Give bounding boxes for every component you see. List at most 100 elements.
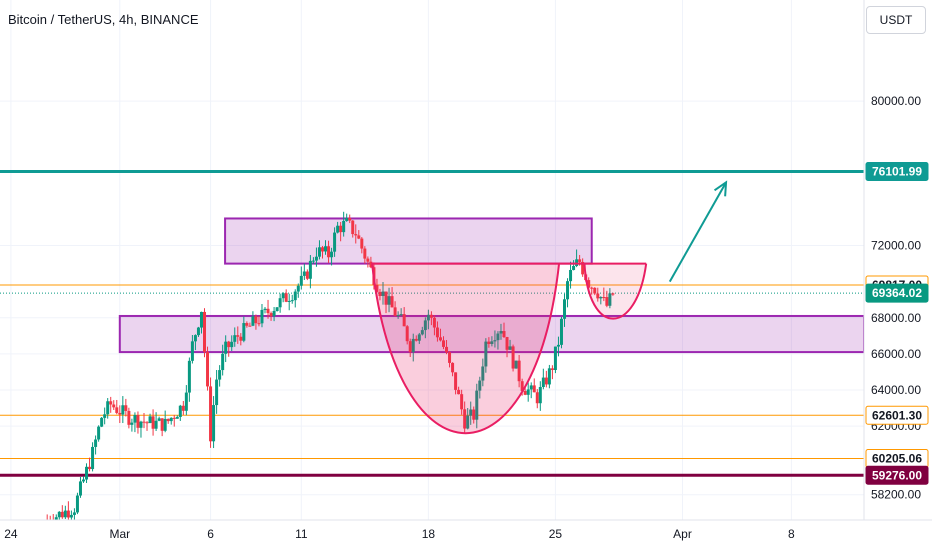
candle-body [547, 368, 551, 385]
candle [136, 411, 140, 434]
target-arrow [668, 180, 728, 283]
candle-body [63, 510, 67, 518]
candle-body [281, 293, 285, 299]
candle [215, 369, 219, 414]
candle-body [572, 265, 576, 270]
candle [100, 416, 104, 428]
candle-body [481, 366, 485, 381]
candle-body [381, 291, 385, 296]
candle [127, 407, 131, 429]
candle-body [514, 360, 518, 369]
candle-body [139, 421, 143, 428]
time-axis[interactable]: 24 Mar 6 11 18 25 Apr 8 [4, 527, 795, 541]
candle-body [475, 390, 479, 420]
price-tick-label: 66000.00 [871, 347, 921, 361]
candle-body [293, 291, 297, 301]
time-tick-label: Mar [109, 527, 130, 541]
candle-body [308, 260, 312, 279]
candle [163, 410, 167, 433]
candle [302, 263, 306, 280]
candle [360, 237, 364, 254]
resistance-zone-1 [224, 217, 593, 265]
candle [333, 227, 337, 257]
candle [317, 240, 321, 260]
candle [435, 321, 439, 342]
candle [206, 346, 210, 391]
candle [157, 416, 161, 422]
candle-body [172, 417, 176, 419]
candle-body [596, 293, 600, 299]
time-tick-label: 8 [788, 527, 795, 541]
candle [363, 246, 367, 264]
candle [78, 476, 82, 498]
time-tick-label: 24 [4, 527, 18, 541]
candle-body [284, 293, 288, 302]
candle [193, 334, 197, 351]
candle [475, 383, 479, 429]
candle [109, 396, 113, 413]
candle [348, 214, 352, 224]
candle [511, 344, 515, 372]
candle-body [224, 341, 228, 354]
candle-body [602, 297, 606, 299]
candle-body [345, 217, 349, 221]
candle [441, 336, 445, 350]
candle-body [72, 512, 76, 515]
candle [233, 327, 237, 347]
candle-body [553, 346, 557, 370]
cup-shape [370, 262, 561, 434]
candle [118, 405, 122, 424]
candle-body [354, 234, 358, 236]
candle-body [299, 275, 303, 286]
candle [469, 401, 473, 425]
candle [269, 311, 273, 321]
candle-body [454, 372, 458, 390]
candle-body [266, 308, 270, 314]
candle-body [556, 344, 560, 347]
candle [454, 372, 458, 395]
candle-body [133, 415, 137, 423]
candle-body [517, 360, 521, 382]
candle [75, 492, 79, 515]
candle [590, 286, 594, 295]
candle-body [317, 247, 321, 257]
candle-body [493, 340, 497, 342]
candle-body [432, 317, 436, 328]
candle [151, 409, 155, 436]
candle [251, 311, 255, 327]
candle [457, 386, 461, 395]
handle-shape [583, 263, 648, 320]
candle-body [257, 323, 261, 325]
price-badge: 60205.06 [865, 449, 929, 469]
candle-body [88, 466, 92, 470]
candle [387, 287, 391, 313]
candle-body [178, 405, 182, 417]
candle-body [587, 280, 591, 288]
candle-body [348, 217, 352, 221]
candle [448, 351, 452, 368]
candle [478, 376, 482, 399]
candle-body [121, 405, 125, 415]
candle-body [435, 327, 439, 338]
candle [369, 256, 373, 269]
candle [308, 255, 312, 289]
candle [342, 211, 346, 237]
candle [72, 508, 76, 521]
candle-body [581, 261, 585, 275]
candle-body [66, 510, 70, 518]
candle-body [405, 326, 409, 342]
candle [178, 404, 182, 421]
currency-button[interactable]: USDT [866, 6, 926, 34]
price-badge: 62601.30 [865, 405, 929, 425]
candle [605, 290, 609, 308]
candle-body [145, 422, 149, 424]
candle-body [275, 307, 279, 311]
price-badge: 59276.00 [865, 465, 929, 485]
candle [544, 370, 548, 388]
candle [209, 377, 213, 448]
candle-body [75, 495, 79, 513]
candle [148, 413, 152, 424]
candle-body [248, 325, 252, 327]
candle [463, 401, 467, 433]
